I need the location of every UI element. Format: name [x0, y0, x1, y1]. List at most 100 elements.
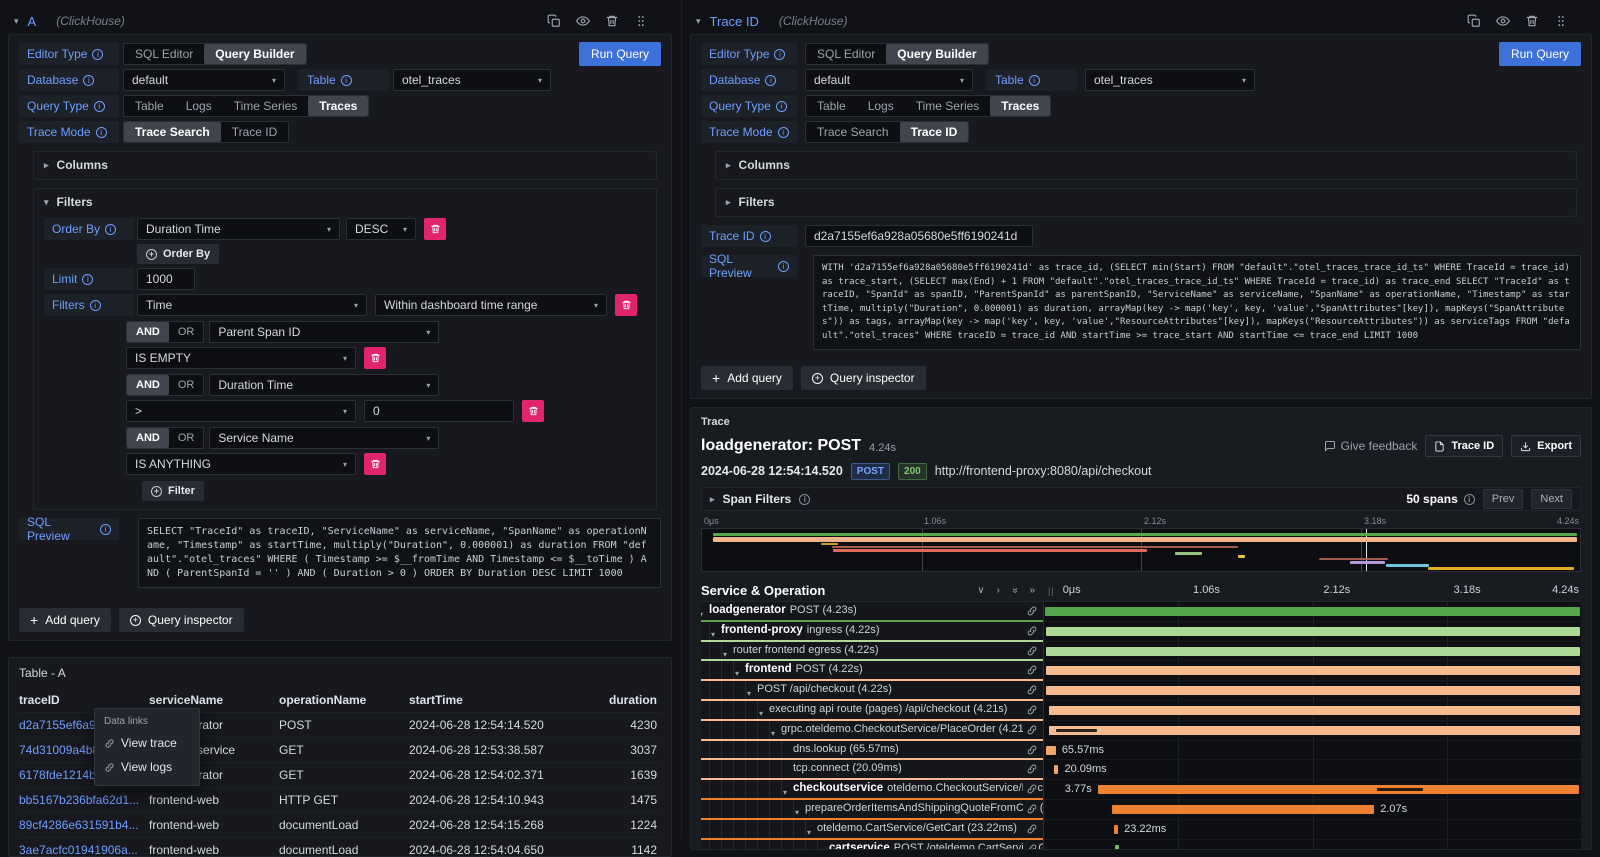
query-type-timeseries[interactable]: Time Series — [233, 99, 298, 113]
query-inspector-button[interactable]: Query inspector — [800, 366, 926, 390]
add-order-by-button[interactable]: Order By — [137, 244, 220, 264]
span-link-icon[interactable] — [1023, 802, 1038, 818]
trace-span-row[interactable]: ▾ frontend-proxy ingress (4.22s) — [701, 621, 1581, 642]
remove-condition-button[interactable] — [522, 400, 544, 422]
span-duration-bar[interactable] — [1046, 686, 1580, 696]
info-icon[interactable] — [777, 126, 789, 138]
trace-id-option[interactable]: Trace ID — [899, 122, 969, 142]
columns-section[interactable]: ▸ Columns — [33, 151, 657, 180]
span-link-icon[interactable] — [1023, 664, 1038, 680]
and-option[interactable]: AND — [127, 322, 169, 342]
trace-search-option[interactable]: Trace Search — [124, 122, 221, 142]
trace-id-link[interactable]: bb5167b236bfa62d1... — [19, 793, 140, 807]
column-header-starttime[interactable]: startTime — [409, 693, 463, 707]
span-name-cell[interactable]: ▾ executing api route (pages) /api/checko… — [701, 700, 1043, 721]
remove-condition-button[interactable] — [364, 453, 386, 475]
query-type-table[interactable]: Table — [817, 99, 846, 113]
trace-id-link[interactable]: 6178fde1214bc... — [19, 768, 112, 782]
span-name-cell[interactable]: ▾ prepareOrderItemsAndShippingQuoteFromCa… — [701, 799, 1043, 820]
span-link-icon[interactable] — [1023, 684, 1038, 700]
condition-field-select[interactable]: Duration Time ▾ — [209, 374, 440, 396]
query-type-table[interactable]: Table — [135, 99, 164, 113]
trace-span-row[interactable]: ▾ router frontend egress (4.22s) — [701, 641, 1581, 662]
condition-value-input[interactable] — [364, 400, 514, 422]
column-resize-handle[interactable]: || — [1048, 585, 1055, 596]
hide-query-icon[interactable] — [1496, 14, 1510, 28]
span-name-cell[interactable]: ▾ oteldemo.CartService/GetCart (23.22ms) — [701, 819, 1043, 840]
add-query-button[interactable]: + Add query — [701, 366, 793, 390]
span-bar-area[interactable] — [1043, 661, 1581, 682]
span-name-cell[interactable]: ▾ router frontend egress (4.22s) — [701, 641, 1043, 662]
span-filters-toggle[interactable]: ▸ Span Filters — [710, 492, 811, 506]
info-icon[interactable] — [93, 100, 105, 112]
drag-handle-icon[interactable] — [1554, 14, 1568, 28]
or-option[interactable]: OR — [177, 432, 195, 444]
chevron-down-icon[interactable]: ▾ — [783, 788, 788, 798]
span-duration-bar[interactable] — [1046, 666, 1580, 676]
trace-span-row[interactable]: ▾ POST /api/checkout (4.22s) — [701, 681, 1581, 701]
query-inspector-button[interactable]: Query inspector — [118, 608, 244, 632]
view-trace-link[interactable]: View trace — [95, 731, 199, 755]
query-ref-title[interactable]: Trace ID — [709, 13, 759, 29]
span-duration-bar[interactable] — [1045, 626, 1580, 636]
span-name-cell[interactable]: dns.lookup (65.57ms) — [701, 740, 1043, 761]
info-icon[interactable] — [92, 48, 104, 60]
span-name-cell[interactable]: ▾ POST /api/checkout (4.22s) — [701, 681, 1043, 701]
condition-field-select[interactable]: Service Name ▾ — [209, 427, 440, 449]
info-icon[interactable] — [82, 273, 94, 285]
chevron-down-icon[interactable]: ▾ — [735, 669, 740, 679]
query-type-timeseries[interactable]: Time Series — [915, 99, 980, 113]
collapse-chevron-icon[interactable]: ▾ — [14, 15, 19, 26]
and-option[interactable]: AND — [127, 428, 169, 448]
run-query-button[interactable]: Run Query — [1498, 42, 1581, 66]
condition-operator-select[interactable]: IS EMPTY ▾ — [126, 347, 356, 369]
export-button[interactable]: Export — [1511, 435, 1581, 457]
chevron-down-icon[interactable]: ▾ — [747, 689, 752, 699]
span-duration-bar[interactable] — [1045, 646, 1580, 656]
trace-id-option[interactable]: Trace ID — [231, 125, 278, 139]
database-select[interactable]: default ▾ — [805, 69, 973, 91]
info-icon[interactable] — [340, 74, 352, 86]
sql-editor-option[interactable]: SQL Editor — [135, 47, 194, 61]
remove-order-by-button[interactable] — [424, 218, 446, 240]
span-name-cell[interactable]: ▾ checkoutservice oteldemo.CheckoutService… — [701, 780, 1043, 800]
info-icon[interactable] — [799, 493, 811, 505]
info-icon[interactable] — [775, 100, 787, 112]
trace-id-input[interactable] — [805, 225, 1033, 247]
info-icon[interactable] — [778, 260, 789, 272]
span-duration-bar[interactable] — [1113, 824, 1119, 834]
trace-span-row[interactable]: ▾ grpc.oteldemo.CheckoutService/PlaceOrde… — [701, 720, 1581, 741]
duplicate-query-icon[interactable] — [1467, 14, 1481, 28]
trace-search-option[interactable]: Trace Search — [817, 125, 889, 139]
remove-filter-button[interactable] — [615, 294, 637, 316]
trace-span-row[interactable]: ▾ checkoutservice oteldemo.CheckoutService… — [701, 780, 1581, 800]
and-option[interactable]: AND — [127, 375, 169, 395]
trace-span-row[interactable]: tcp.connect (20.09ms) 20.09ms — [701, 760, 1581, 781]
span-link-icon[interactable] — [1023, 723, 1038, 739]
info-icon[interactable] — [1028, 74, 1040, 86]
span-bar-area[interactable] — [1043, 720, 1581, 741]
chevron-down-icon[interactable]: ▾ — [723, 649, 728, 659]
column-header-traceid[interactable]: traceID — [19, 693, 60, 707]
trace-id-link[interactable]: 3ae7acfc01941906a... — [19, 843, 138, 857]
collapse-chevron-icon[interactable]: ▾ — [696, 15, 701, 26]
sql-editor-option[interactable]: SQL Editor — [817, 47, 876, 61]
span-bar-area[interactable] — [1043, 700, 1581, 721]
span-bar-area[interactable]: 2.07s — [1043, 799, 1581, 820]
trace-minimap[interactable] — [701, 528, 1581, 572]
column-header-operationname[interactable]: operationName — [279, 693, 367, 707]
span-link-icon[interactable] — [1023, 763, 1038, 779]
span-name-cell[interactable]: ▾ frontend-proxy ingress (4.22s) — [701, 621, 1043, 642]
trace-span-row[interactable]: dns.lookup (65.57ms) 65.57ms — [701, 740, 1581, 761]
table-select[interactable]: otel_traces ▾ — [1085, 69, 1255, 91]
hide-query-icon[interactable] — [576, 14, 590, 28]
span-link-icon[interactable] — [1023, 605, 1038, 620]
condition-operator-select[interactable]: IS ANYTHING ▾ — [126, 453, 356, 475]
info-icon[interactable] — [105, 223, 117, 235]
info-icon[interactable] — [83, 74, 95, 86]
duplicate-query-icon[interactable] — [547, 14, 561, 28]
run-query-button[interactable]: Run Query — [578, 42, 661, 66]
trace-span-row[interactable]: ▾ prepareOrderItemsAndShippingQuoteFromCa… — [701, 799, 1581, 820]
collapse-one-icon[interactable]: ∨ — [977, 585, 985, 596]
